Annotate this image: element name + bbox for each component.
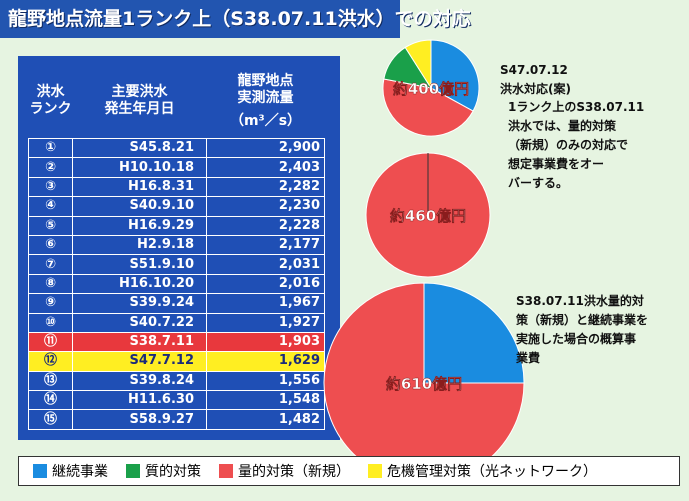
pie-note: S47.07.12 洪水対応(案) (500, 61, 571, 99)
pie-slice (404, 39, 432, 90)
table-row: ⑥ H2.9.18 2,177 (28, 234, 325, 256)
note-line: 1ランク上のS38.07.11 (508, 99, 645, 114)
flow-cell: 2,177 (206, 234, 325, 256)
date-cell: S58.9.27 (72, 409, 207, 430)
header-line: ランク (29, 101, 72, 117)
date-cell: H10.10.18 (72, 157, 207, 178)
rank-cell: ⑤ (28, 215, 73, 236)
flow-cell: 2,228 (206, 215, 325, 236)
legend-swatch (219, 464, 233, 478)
header-line: （m³／s） (229, 112, 302, 129)
header-line: 龍野地点 (237, 72, 294, 89)
table-row: ① S45.8.21 2,900 (28, 137, 325, 159)
note-line: 実施した場合の概算事 (516, 332, 637, 346)
pie-slice (323, 282, 525, 484)
legend-label: 危機管理対策（光ネットワーク） (387, 464, 597, 480)
table-row: ④ S40.9.10 2,230 (28, 196, 325, 217)
flow-cell: 1,903 (206, 331, 325, 353)
note-line: 策（新規）と継続事業を (516, 313, 649, 327)
header-row: 洪水 ランク 主要洪水 発生年月日 龍野地点 実測流量 （m³／s） (29, 64, 325, 139)
flow-cell: 1,482 (206, 409, 325, 430)
note-line: 想定事業費をオー (508, 156, 605, 171)
legend-swatch (126, 464, 140, 478)
pie-slice (423, 282, 525, 384)
header-cell: 洪水 ランク (29, 64, 73, 139)
legend-label: 量的対策（新規） (238, 464, 350, 480)
rank-cell: ⑮ (28, 409, 73, 430)
rank-cell: ① (28, 137, 73, 159)
pie-label: 約400億円 (393, 80, 469, 98)
note-line: 洪水対応(案) (500, 82, 571, 96)
legend: 継続事業 質的対策 量的対策（新規） 危機管理対策（光ネットワーク） (18, 456, 680, 486)
flow-cell: 2,230 (206, 196, 325, 217)
table: 洪水 ランク 主要洪水 発生年月日 龍野地点 実測流量 （m³／s） ① S45.8.21 2,9… (28, 64, 325, 430)
title: 龍野地点流量1ランク上（S38.07.11洪水）での対応 (0, 0, 471, 38)
date-cell: S40.9.10 (72, 196, 207, 217)
flow-cell: 2,403 (206, 157, 325, 178)
date-cell: H2.9.18 (72, 234, 207, 256)
legend-swatch (368, 464, 382, 478)
date-cell: S39.8.24 (72, 370, 207, 392)
date-cell: H16.8.31 (72, 176, 207, 198)
pie-slice (430, 39, 480, 112)
pie-note: 1ランク上のS38.07.11 洪水では、量的対策 （新規）のみの対応で 想定事業費を… (508, 98, 644, 193)
table-panel: 洪水 ランク 主要洪水 発生年月日 龍野地点 実測流量 （m³／s） ① S45.8.21 2,9… (18, 56, 340, 440)
rank-cell: ⑥ (28, 234, 73, 256)
note-line: S47.07.12 (500, 63, 568, 77)
pie-label: 約460億円 (390, 207, 466, 225)
table-row: ② H10.10.18 2,403 (28, 157, 325, 178)
legend-item: 質的対策 (126, 461, 201, 481)
legend-label: 継続事業 (52, 464, 108, 480)
table-row: ⑦ S51.9.10 2,031 (28, 254, 325, 275)
note-line: 業費 (516, 351, 541, 365)
table-row: ⑮ S58.9.27 1,482 (28, 409, 325, 430)
table-row: ⑧ H16.10.20 2,016 (28, 273, 325, 295)
note-line: S38.07.11洪水量的対 (516, 294, 644, 308)
date-cell: H16.9.29 (72, 215, 207, 236)
table-row: ③ H16.8.31 2,282 (28, 176, 325, 198)
header-cell: 主要洪水 発生年月日 (73, 64, 207, 139)
pie-label: 約610億円 (386, 375, 462, 393)
header-line: 主要洪水 (111, 84, 168, 100)
legend-item: 危機管理対策（光ネットワーク） (368, 461, 597, 481)
header-line: 実測流量 (237, 89, 294, 106)
legend-swatch (33, 464, 47, 478)
table-row: ⑤ H16.9.29 2,228 (28, 215, 325, 236)
rank-cell: ④ (28, 196, 73, 217)
flow-cell: 2,282 (206, 176, 325, 198)
flow-cell: 2,016 (206, 273, 325, 295)
legend-item: 量的対策（新規） (219, 461, 350, 481)
table-row: ⑭ H11.6.30 1,548 (28, 390, 325, 411)
note-line: バーする。 (508, 175, 569, 190)
flow-cell: 2,900 (206, 137, 325, 159)
table-row: ⑫ S47.7.12 1,629 (28, 351, 325, 372)
date-cell: S45.8.21 (72, 137, 207, 159)
legend-item: 継続事業 (33, 461, 108, 481)
rank-cell: ③ (28, 176, 73, 198)
header-line: 洪水 (36, 84, 65, 100)
date-cell: S51.9.10 (72, 254, 207, 275)
note-line: （新規）のみの対応で (508, 137, 629, 152)
pie-note: S38.07.11洪水量的対 策（新規）と継続事業を 実施した場合の概算事 業費 (516, 292, 648, 368)
legend-label: 質的対策 (145, 464, 201, 480)
pie-slice (382, 78, 474, 137)
table-row: ⑨ S39.9.24 1,967 (28, 293, 325, 314)
header-line: 発生年月日 (104, 101, 175, 117)
header-cell: 龍野地点 実測流量 （m³／s） (207, 64, 325, 139)
note-line: 洪水では、量的対策 (508, 118, 617, 133)
